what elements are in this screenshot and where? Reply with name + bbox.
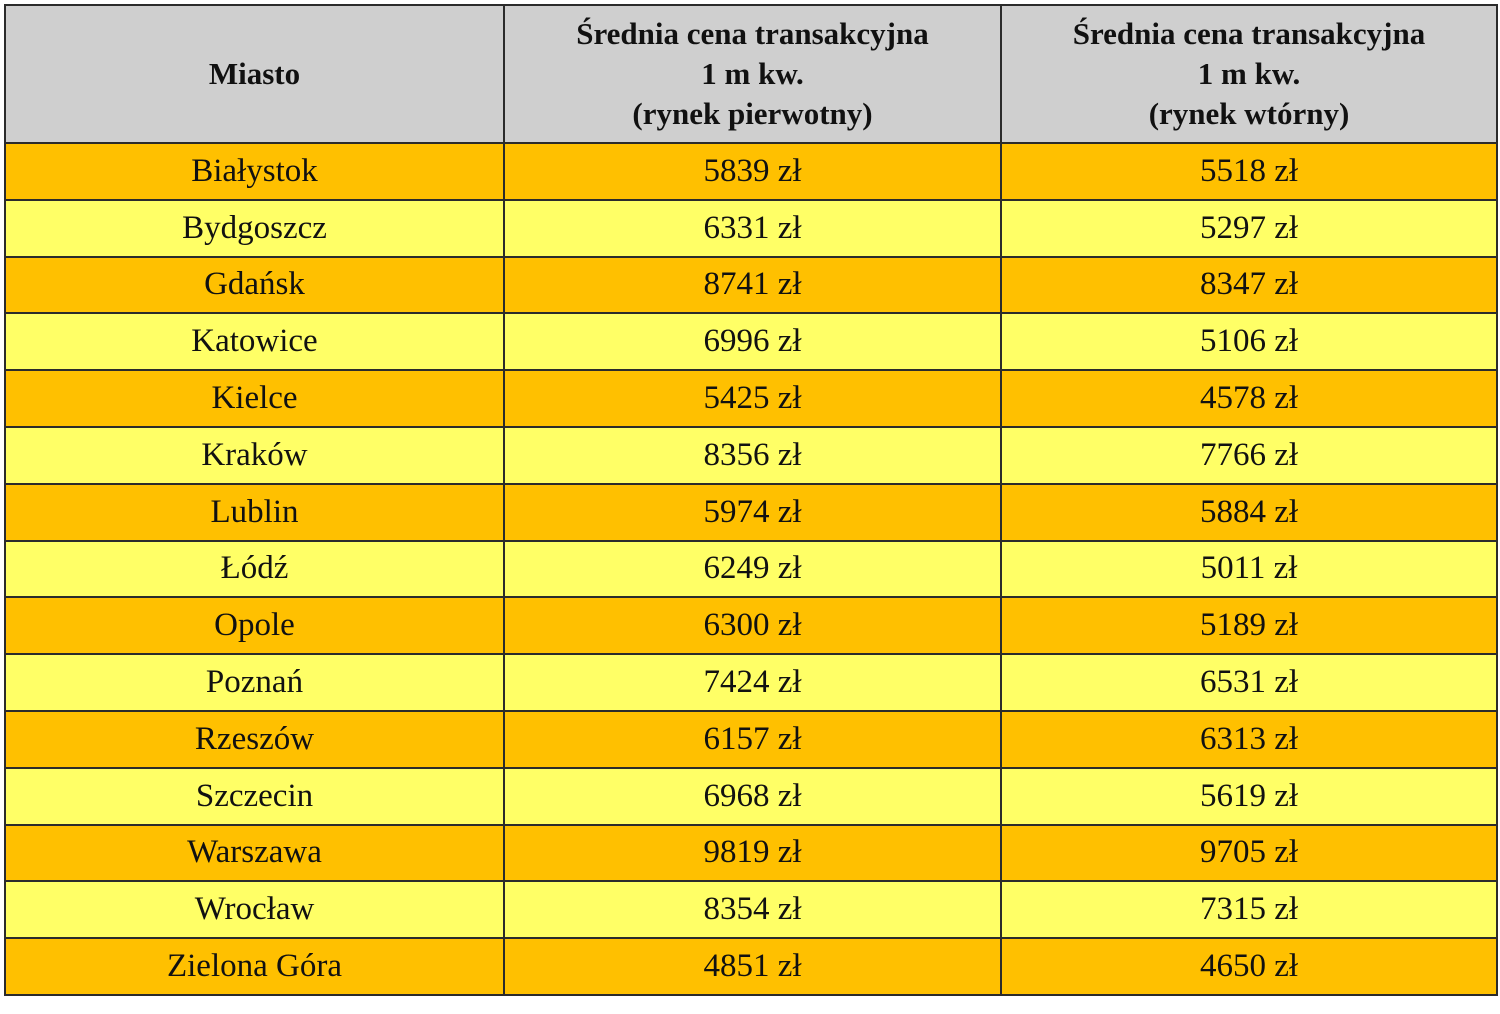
column-header-secondary-line2: 1 m kw. <box>1197 56 1301 91</box>
column-header-city-label: Miasto <box>208 56 301 91</box>
cell-secondary-price: 7766 zł <box>1000 425 1498 485</box>
price-table-container: Miasto Średnia cena transakcyjna 1 m kw.… <box>4 4 1498 1010</box>
cell-primary-price: 6331 zł <box>503 198 1002 258</box>
cell-primary-price: 6249 zł <box>503 539 1002 599</box>
table-row: Kielce 5425 zł 4578 zł <box>4 369 1498 428</box>
cell-secondary-price: 6313 zł <box>1000 709 1498 769</box>
column-header-primary-market: Średnia cena transakcyjna 1 m kw. (rynek… <box>503 4 1002 144</box>
cell-primary-price: 6300 zł <box>503 596 1002 656</box>
cell-city: Katowice <box>4 312 505 372</box>
header-row: Miasto Średnia cena transakcyjna 1 m kw.… <box>4 4 1498 144</box>
table-row: Poznań 7424 zł 6531 zł <box>4 653 1498 712</box>
cell-city: Białystok <box>4 142 505 201</box>
cell-secondary-price: 8347 zł <box>1000 255 1498 315</box>
cell-primary-price: 8356 zł <box>503 425 1002 485</box>
table-row: Gdańsk 8741 zł 8347 zł <box>4 255 1498 315</box>
column-header-secondary-market: Średnia cena transakcyjna 1 m kw. (rynek… <box>1000 4 1498 144</box>
cell-city: Opole <box>4 596 505 656</box>
cell-primary-price: 5425 zł <box>503 369 1002 428</box>
table-row: Zielona Góra 4851 zł 4650 zł <box>4 937 1498 996</box>
table-row: Lublin 5974 zł 5884 zł <box>4 482 1498 542</box>
table-row: Bydgoszcz 6331 zł 5297 zł <box>4 198 1498 258</box>
cell-city: Kraków <box>4 425 505 485</box>
cell-primary-price: 6157 zł <box>503 709 1002 769</box>
cell-secondary-price: 5189 zł <box>1000 596 1498 656</box>
cell-secondary-price: 5297 zł <box>1000 198 1498 258</box>
cell-primary-price: 4851 zł <box>503 937 1002 996</box>
cell-city: Kielce <box>4 369 505 428</box>
cell-city: Bydgoszcz <box>4 198 505 258</box>
cell-primary-price: 8741 zł <box>503 255 1002 315</box>
cell-city: Warszawa <box>4 823 505 883</box>
column-header-secondary-line1: Średnia cena transakcyjna <box>1072 16 1426 51</box>
table-row: Rzeszów 6157 zł 6313 zł <box>4 709 1498 769</box>
cell-primary-price: 7424 zł <box>503 653 1002 712</box>
cell-secondary-price: 5518 zł <box>1000 142 1498 201</box>
cell-city: Łódź <box>4 539 505 599</box>
cell-secondary-price: 5619 zł <box>1000 766 1498 826</box>
cell-city: Zielona Góra <box>4 937 505 996</box>
cell-primary-price: 5839 zł <box>503 142 1002 201</box>
table-row: Warszawa 9819 zł 9705 zł <box>4 823 1498 883</box>
table-row: Łódź 6249 zł 5011 zł <box>4 539 1498 599</box>
cell-primary-price: 9819 zł <box>503 823 1002 883</box>
cell-city: Lublin <box>4 482 505 542</box>
price-table: Miasto Średnia cena transakcyjna 1 m kw.… <box>4 4 1498 996</box>
cell-secondary-price: 4578 zł <box>1000 369 1498 428</box>
cell-primary-price: 6996 zł <box>503 312 1002 372</box>
cell-city: Gdańsk <box>4 255 505 315</box>
column-header-primary-line2: 1 m kw. <box>701 56 804 91</box>
table-row: Białystok 5839 zł 5518 zł <box>4 142 1498 201</box>
cell-city: Szczecin <box>4 766 505 826</box>
cell-secondary-price: 6531 zł <box>1000 653 1498 712</box>
column-header-secondary-line3: (rynek wtórny) <box>1148 96 1350 131</box>
column-header-city: Miasto <box>4 4 505 144</box>
column-header-primary-line1: Średnia cena transakcyjna <box>576 16 929 51</box>
cell-city: Rzeszów <box>4 709 505 769</box>
table-row: Wrocław 8354 zł 7315 zł <box>4 880 1498 940</box>
cell-secondary-price: 5884 zł <box>1000 482 1498 542</box>
cell-city: Poznań <box>4 653 505 712</box>
table-row: Kraków 8356 zł 7766 zł <box>4 425 1498 485</box>
cell-secondary-price: 4650 zł <box>1000 937 1498 996</box>
cell-secondary-price: 9705 zł <box>1000 823 1498 883</box>
cell-primary-price: 8354 zł <box>503 880 1002 940</box>
table-row: Opole 6300 zł 5189 zł <box>4 596 1498 656</box>
cell-primary-price: 5974 zł <box>503 482 1002 542</box>
cell-city: Wrocław <box>4 880 505 940</box>
cell-secondary-price: 5106 zł <box>1000 312 1498 372</box>
table-row: Katowice 6996 zł 5106 zł <box>4 312 1498 372</box>
cell-secondary-price: 7315 zł <box>1000 880 1498 940</box>
table-row: Szczecin 6968 zł 5619 zł <box>4 766 1498 826</box>
column-header-primary-line3: (rynek pierwotny) <box>632 96 873 131</box>
cell-secondary-price: 5011 zł <box>1000 539 1498 599</box>
cell-primary-price: 6968 zł <box>503 766 1002 826</box>
